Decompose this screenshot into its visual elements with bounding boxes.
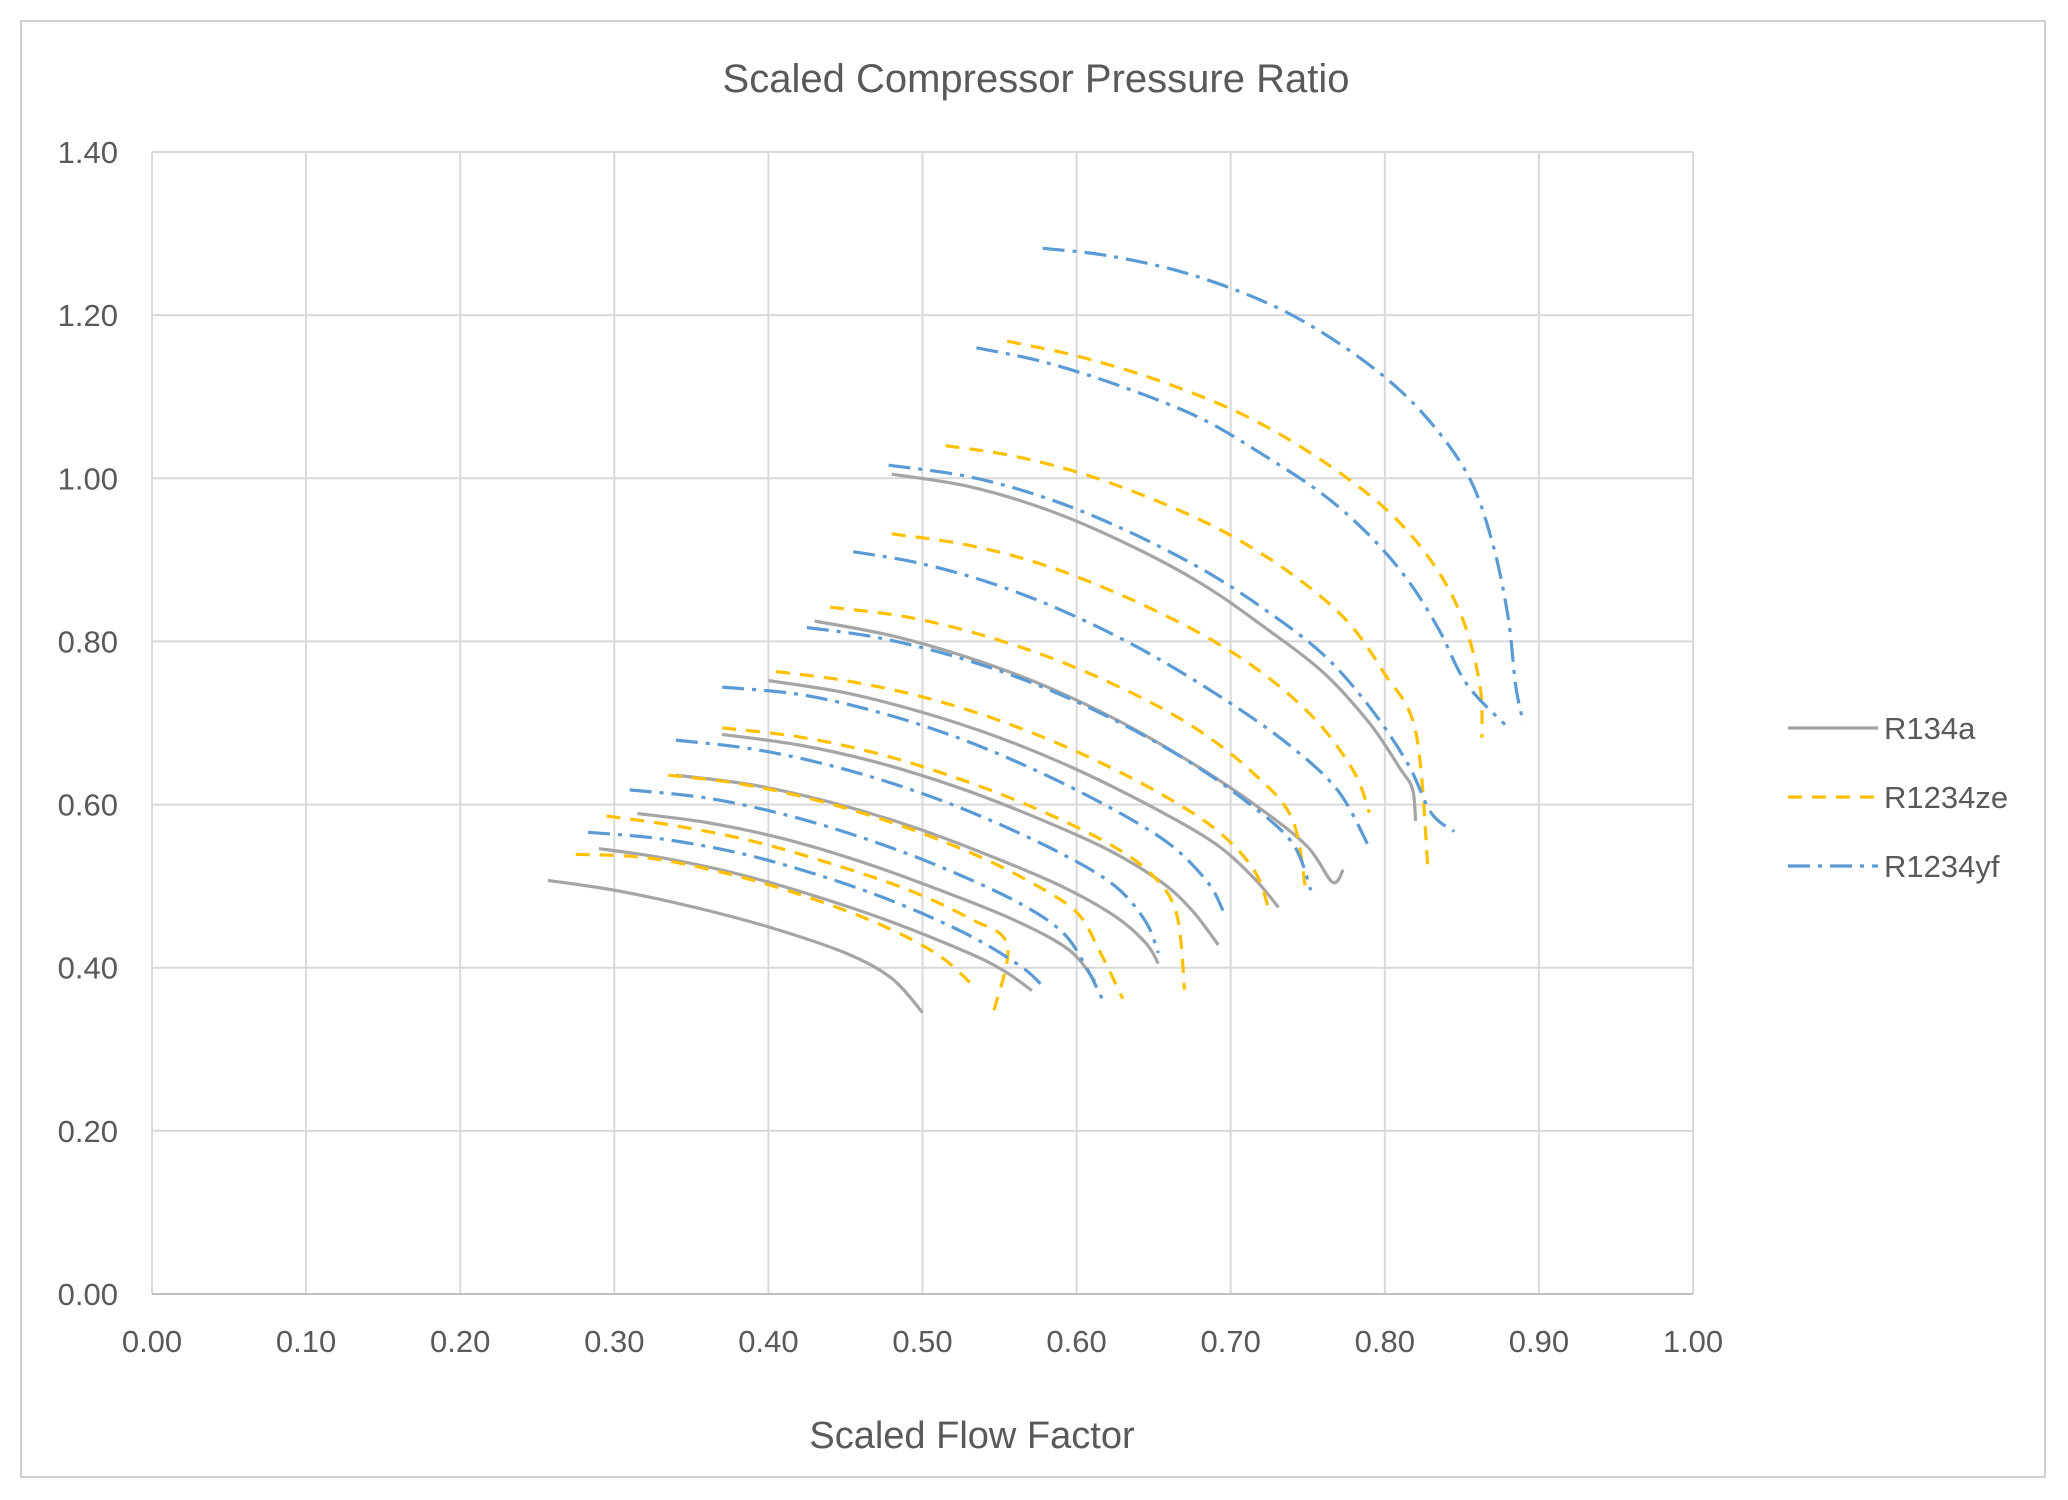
series-line-r134a (598, 847, 1033, 992)
series-line-r1234yf (587, 830, 1047, 991)
legend: R134a R1234ze R1234yf (1788, 711, 2008, 884)
series-line-r1234ze (945, 444, 1430, 869)
series-line-r134a (637, 811, 1097, 983)
series-line-r1234ze (722, 726, 1187, 990)
series-line-r1234yf (976, 346, 1507, 726)
x-tick-label: 0.70 (1201, 1324, 1261, 1359)
series-line-r1234ze (829, 605, 1308, 895)
x-tick-label: 0.50 (892, 1324, 952, 1359)
series-line-r1234yf (1042, 246, 1526, 724)
x-tick-label: 0.00 (122, 1324, 182, 1359)
y-tick-label: 0.00 (58, 1277, 118, 1312)
series-line-r1234yf (629, 788, 1105, 1002)
series-r1234yf (587, 246, 1526, 1002)
series-layer (547, 246, 1526, 1014)
series-r1234ze (575, 339, 1484, 1013)
series-line-r1234yf (888, 463, 1456, 833)
x-tick-label: 0.30 (584, 1324, 644, 1359)
series-line-r1234ze (606, 814, 1010, 1013)
series-line-r1234yf (675, 738, 1160, 954)
series-line-r134a (721, 732, 1220, 946)
series-line-r134a (891, 472, 1418, 822)
x-tick-label: 0.90 (1509, 1324, 1569, 1359)
y-tick-label: 0.40 (58, 951, 118, 986)
series-line-r1234yf (722, 685, 1225, 912)
series-line-r1234ze (1006, 339, 1484, 738)
x-tick-label: 0.20 (430, 1324, 490, 1359)
x-tick-label: 0.10 (276, 1324, 336, 1359)
series-line-r1234ze (775, 670, 1271, 912)
series-line-r1234yf (852, 550, 1371, 849)
x-tick-label: 0.60 (1046, 1324, 1106, 1359)
series-line-r1234ze (668, 773, 1125, 1000)
series-line-r1234ze (891, 532, 1371, 814)
y-tick-label: 0.20 (58, 1114, 118, 1149)
series-r134a (547, 472, 1418, 1014)
y-tick-label: 1.20 (58, 298, 118, 333)
y-tick-label: 1.40 (58, 135, 118, 170)
y-tick-label: 0.80 (58, 624, 118, 659)
x-tick-label: 1.00 (1663, 1324, 1723, 1359)
y-tick-label: 1.00 (58, 461, 118, 496)
series-line-r1234ze (575, 852, 978, 991)
x-tick-label: 0.80 (1355, 1324, 1415, 1359)
y-tick-label: 0.60 (58, 788, 118, 823)
x-tick-label: 0.40 (738, 1324, 798, 1359)
series-line-r134a (675, 773, 1160, 965)
series-line-r134a (547, 878, 924, 1014)
legend-label: R1234ze (1884, 780, 2008, 815)
tick-labels: 0.00 0.10 0.20 0.30 0.40 0.50 0.60 0.70 0.80 0.90… (58, 135, 1724, 1359)
gridlines (151, 151, 1694, 1295)
legend-label: R134a (1884, 711, 1976, 746)
series-line-r134a (768, 679, 1280, 909)
series-line-r1234yf (806, 626, 1313, 891)
legend-label: R1234yf (1884, 849, 2000, 884)
x-axis-title: Scaled Flow Factor (809, 1415, 1135, 1457)
chart-title: Scaled Compressor Pressure Ratio (723, 57, 1350, 101)
